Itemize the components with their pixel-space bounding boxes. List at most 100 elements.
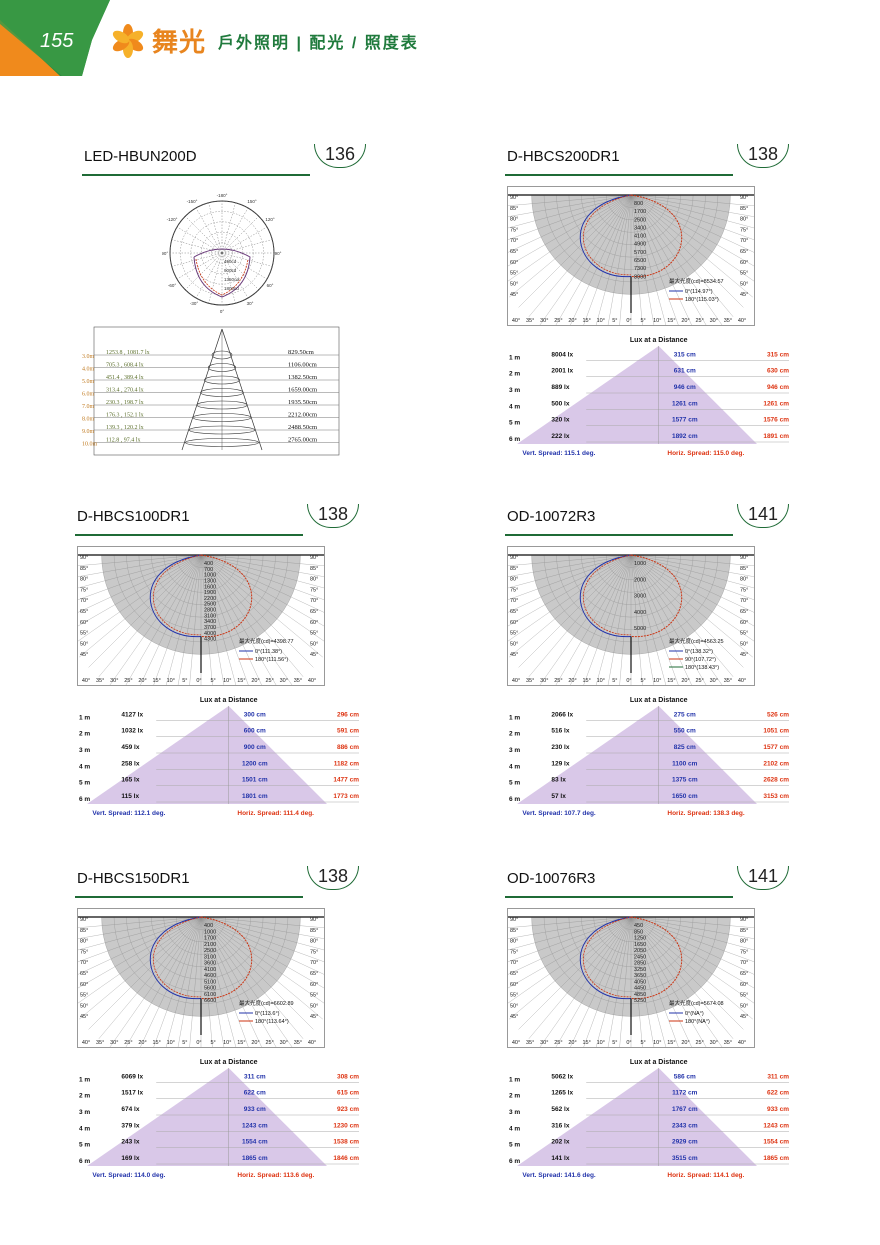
polar-chart-frame: 1000 2000 3000 4000 5000 90° 90° 85° 85° 80° 80° 75… (472, 546, 790, 714)
polar-scale-label: 1700 (204, 936, 216, 942)
lux-horizontal-diameter: 615 cm (337, 1090, 359, 1097)
lux-vertical-diameter: 315 cm (674, 351, 696, 358)
lux-horizontal-diameter: 933 cm (767, 1106, 789, 1113)
polar-bottom-label: 10° (223, 1040, 231, 1046)
cone-height: 7.0m (82, 404, 95, 410)
polar-angle-label: 150° (247, 199, 257, 204)
lux-value: 316 lx (551, 1122, 569, 1129)
polar-side-label: 65° (80, 609, 88, 615)
brand-logo-icon (112, 23, 144, 58)
polar-side-label: 70° (510, 238, 518, 244)
lux-distance: 6 m (509, 1158, 520, 1165)
lux-chart: Lux at a Distance 1 m 2066 lx 275 cm 526 cm 2… (509, 697, 789, 817)
lux-distance: 5 m (509, 780, 520, 787)
polar-side-label: 90° (80, 917, 88, 923)
polar-scale-label: 5100 (204, 979, 216, 985)
lux-chart: Lux at a Distance 1 m 4127 lx 300 cm 296 cm 2… (79, 697, 360, 817)
polar-bottom-label: 40° (738, 318, 746, 324)
product-name: OD-10072R3 (507, 508, 596, 525)
cone-diameter: 1382.50cm (288, 374, 317, 381)
polar-scale-label: 1900 (204, 590, 216, 596)
polar-bottom-label: 0° (196, 678, 201, 684)
polar-scale-label: 5250 (634, 998, 646, 1004)
lux-horizontal-diameter: 315 cm (767, 351, 789, 358)
lux-vertical-diameter: 825 cm (674, 744, 696, 751)
polar-side-label: 55° (310, 993, 318, 999)
polar-side-label: 50° (310, 641, 318, 647)
polar-bottom-label: 20° (138, 678, 146, 684)
polar-angle-label: -150° (187, 199, 198, 204)
polar-side-label: 45° (740, 292, 748, 298)
polar-side-label: 90° (510, 195, 518, 201)
lux-at-distance-frame: Lux at a Distance 1 m 5062 lx 586 cm 311 cm 2… (505, 1056, 795, 1180)
cone-diameter: 2212.00cm (288, 412, 317, 419)
polar-ring-label: 450cd (224, 259, 237, 264)
polar-side-label: 45° (740, 652, 748, 658)
lux-at-distance-frame: Lux at a Distance 1 m 8004 lx 315 cm 315 cm 2… (505, 334, 795, 458)
polar-bottom-label: 20° (681, 678, 689, 684)
polar-scale-label: 1650 (634, 942, 646, 948)
polar-bottom-label: 40° (308, 1040, 316, 1046)
polar-scale-label: 3650 (634, 973, 646, 979)
polar-side-label: 90° (510, 917, 518, 923)
polar-bottom-label: 0° (626, 1040, 631, 1046)
polar-bottom-label: 0° (626, 678, 631, 684)
polar-bottom-label: 5° (210, 1040, 215, 1046)
polar-bottom-label: 25° (695, 318, 703, 324)
polar-ring-label: 1350cd (224, 277, 239, 282)
polar-side-label: 50° (740, 641, 748, 647)
polar-scale-label: 6500 (634, 258, 646, 264)
polar-legend-label: 0°(113.6°) (255, 1011, 280, 1017)
polar-chart-frame: 400 1000 1700 2100 2500 3100 3600 4100 4600 5100 5… (42, 908, 360, 1076)
polar-side-label: 50° (510, 1003, 518, 1009)
lux-horizontal-diameter: 1261 cm (763, 400, 789, 407)
polar-side-label: 80° (310, 939, 318, 945)
polar-bottom-label: 10° (597, 318, 605, 324)
polar-scale-label: 1250 (634, 936, 646, 942)
polar-bottom-label: 20° (251, 1040, 259, 1046)
polar-side-label: 55° (740, 271, 748, 277)
polar-bottom-label: 25° (124, 678, 132, 684)
polar-bottom-label: 30° (540, 1040, 548, 1046)
polar-side-label: 60° (510, 982, 518, 988)
lux-horizontal-diameter: 1554 cm (763, 1139, 789, 1146)
catalog-page-badge: 141 (737, 866, 789, 890)
lux-value: 202 lx (551, 1139, 569, 1146)
polar-side-label: 70° (80, 598, 88, 604)
polar-bottom-label: 5° (210, 678, 215, 684)
polar-bottom-label: 5° (612, 1040, 617, 1046)
lux-value: 83 lx (551, 777, 566, 784)
product-cell: D-HBCS200DR1 138 800 1700 2500 3400 4100 4900 57… (472, 140, 805, 470)
polar-angle-label: -120° (167, 217, 178, 222)
polar-side-label: 85° (740, 206, 748, 212)
lux-horizontal-diameter: 2628 cm (763, 777, 789, 784)
polar-side-label: 80° (740, 577, 748, 583)
lux-distance: 3 m (509, 387, 520, 394)
polar-bottom-label: 35° (724, 318, 732, 324)
lux-vertical-diameter: 1554 cm (242, 1139, 268, 1146)
lux-horizontal-diameter: 946 cm (767, 384, 789, 391)
product-name: D-HBCS100DR1 (77, 508, 190, 525)
lux-horizontal-diameter: 1051 cm (763, 728, 789, 735)
polar-max-label: 最大光度(cd)=4398.77 (239, 637, 294, 645)
polar-bottom-label: 40° (738, 1040, 746, 1046)
catalog-page-badge: 138 (737, 144, 789, 168)
lux-vertical-diameter: 2929 cm (672, 1139, 698, 1146)
lux-vertical-diameter: 275 cm (674, 711, 696, 718)
polar-bottom-label: 20° (681, 1040, 689, 1046)
polar-side-label: 75° (740, 949, 748, 955)
polar-side-label: 45° (510, 292, 518, 298)
lux-horizontal-diameter: 1243 cm (763, 1122, 789, 1129)
polar-side-label: 70° (80, 960, 88, 966)
polar-side-label: 90° (740, 917, 748, 923)
polar-bottom-label: 15° (582, 1040, 590, 1046)
lux-vertical-diameter: 1650 cm (672, 793, 698, 800)
lux-horizontal-diameter: 1182 cm (334, 760, 360, 767)
polar-side-label: 55° (310, 631, 318, 637)
polar-legend-label: 180°(NA°) (685, 1019, 710, 1025)
polar-side-label: 85° (740, 928, 748, 934)
polar-scale-label: 1000 (204, 929, 216, 935)
lux-title: Lux at a Distance (200, 697, 258, 704)
cone-height: 9.0m (82, 429, 95, 435)
lux-value: 500 lx (551, 400, 569, 407)
